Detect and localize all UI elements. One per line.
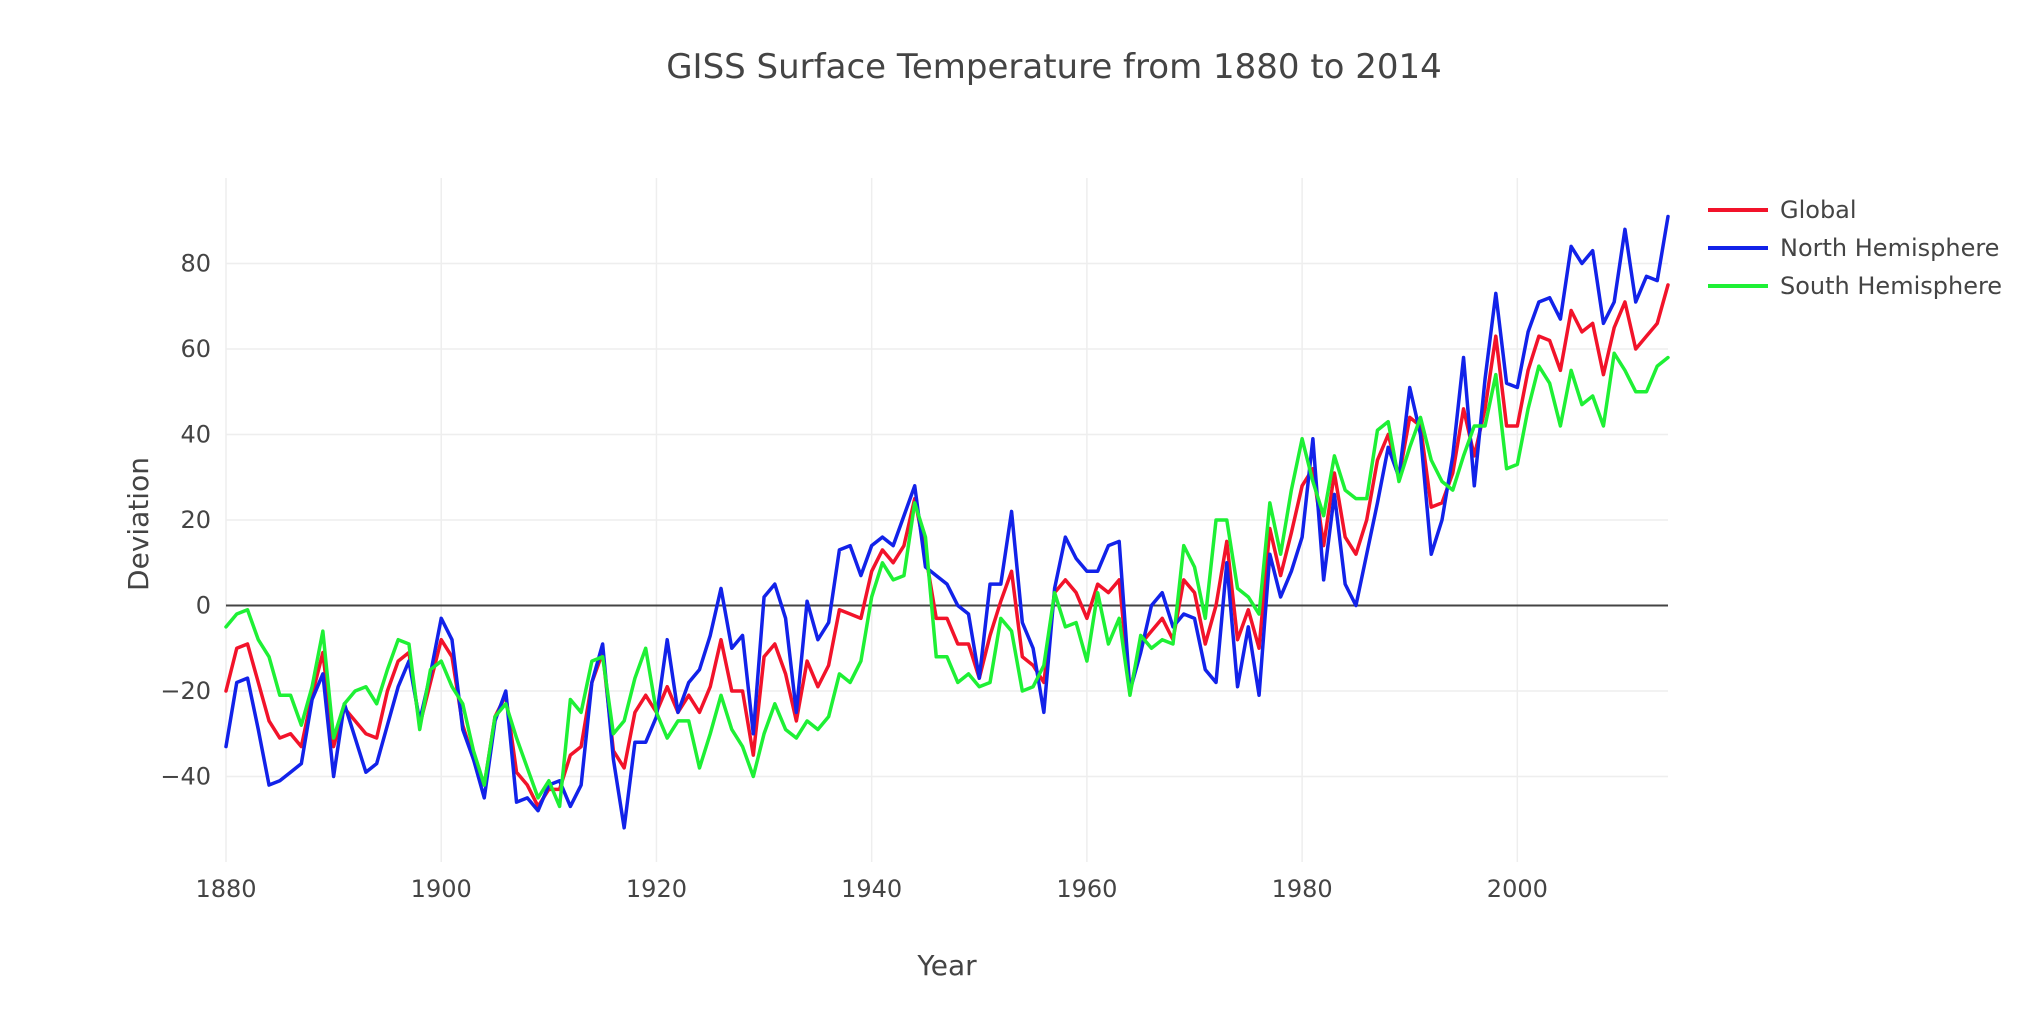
legend[interactable]: Global North Hemisphere South Hemisphere: [1708, 196, 2002, 300]
y-tick-label: 20: [180, 506, 211, 534]
legend-label: South Hemisphere: [1780, 272, 2002, 300]
legend-item-global[interactable]: Global: [1708, 196, 1857, 224]
y-tick-label: 0: [196, 592, 211, 620]
x-tick-label: 1980: [1272, 875, 1333, 903]
x-tick-label: 1960: [1056, 875, 1117, 903]
x-axis-title: Year: [916, 949, 977, 982]
x-tick-label: 1880: [195, 875, 256, 903]
series-line-north-hemisphere: [224, 214, 1670, 830]
x-tick-label: 1940: [841, 875, 902, 903]
x-tick-label: 2000: [1487, 875, 1548, 903]
y-axis-title: Deviation: [122, 457, 155, 591]
y-tick-label: −40: [160, 763, 211, 791]
legend-item-south-hemisphere[interactable]: South Hemisphere: [1708, 272, 2002, 300]
y-tick-label: 80: [180, 250, 211, 278]
chart-title: GISS Surface Temperature from 1880 to 20…: [666, 47, 1442, 87]
series-lines: [224, 214, 1670, 830]
legend-label: Global: [1780, 196, 1857, 224]
x-tick-label: 1900: [411, 875, 472, 903]
x-tick-label: 1920: [626, 875, 687, 903]
y-tick-label: 60: [180, 335, 211, 363]
legend-item-north-hemisphere[interactable]: North Hemisphere: [1708, 234, 1999, 262]
y-tick-label: −20: [160, 677, 211, 705]
legend-label: North Hemisphere: [1780, 234, 1999, 262]
y-tick-label: 40: [180, 421, 211, 449]
series-line-south-hemisphere: [224, 351, 1670, 809]
axis-ticks: 1880 1900 1920 1940 1960 1980 2000 −40 −20 0 20 40 6…: [160, 250, 1548, 904]
